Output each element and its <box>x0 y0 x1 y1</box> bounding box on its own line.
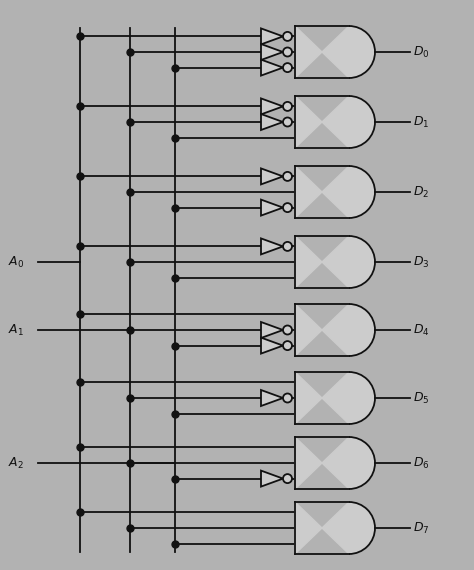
Text: $A_0$: $A_0$ <box>8 254 24 270</box>
Circle shape <box>283 393 292 402</box>
Polygon shape <box>295 96 375 148</box>
Polygon shape <box>261 238 283 254</box>
Polygon shape <box>261 60 283 76</box>
Circle shape <box>283 117 292 127</box>
Polygon shape <box>261 114 283 130</box>
Polygon shape <box>261 99 283 115</box>
Text: $D_6$: $D_6$ <box>413 455 429 471</box>
Circle shape <box>283 32 292 41</box>
Circle shape <box>283 63 292 72</box>
Polygon shape <box>261 44 283 60</box>
Polygon shape <box>295 236 375 288</box>
Polygon shape <box>261 28 283 44</box>
Polygon shape <box>295 166 375 218</box>
Circle shape <box>283 341 292 350</box>
Text: $D_5$: $D_5$ <box>413 390 429 405</box>
Polygon shape <box>295 502 375 554</box>
Text: $D_7$: $D_7$ <box>413 520 429 536</box>
Polygon shape <box>261 322 283 338</box>
Circle shape <box>283 474 292 483</box>
Text: $D_4$: $D_4$ <box>413 323 429 337</box>
Circle shape <box>283 203 292 212</box>
Text: $D_1$: $D_1$ <box>413 115 429 129</box>
Text: $D_2$: $D_2$ <box>413 185 429 200</box>
Polygon shape <box>295 372 375 424</box>
Polygon shape <box>261 200 283 215</box>
Polygon shape <box>261 471 283 487</box>
Polygon shape <box>295 437 375 489</box>
Circle shape <box>283 242 292 251</box>
Circle shape <box>283 325 292 335</box>
Polygon shape <box>261 337 283 353</box>
Polygon shape <box>261 390 283 406</box>
Circle shape <box>283 102 292 111</box>
Polygon shape <box>295 26 375 78</box>
Circle shape <box>283 47 292 56</box>
Circle shape <box>283 172 292 181</box>
Text: $D_3$: $D_3$ <box>413 254 429 270</box>
Polygon shape <box>295 304 375 356</box>
Text: $A_1$: $A_1$ <box>8 323 24 337</box>
Text: $D_0$: $D_0$ <box>413 44 429 59</box>
Polygon shape <box>261 168 283 185</box>
Text: $A_2$: $A_2$ <box>8 455 24 471</box>
